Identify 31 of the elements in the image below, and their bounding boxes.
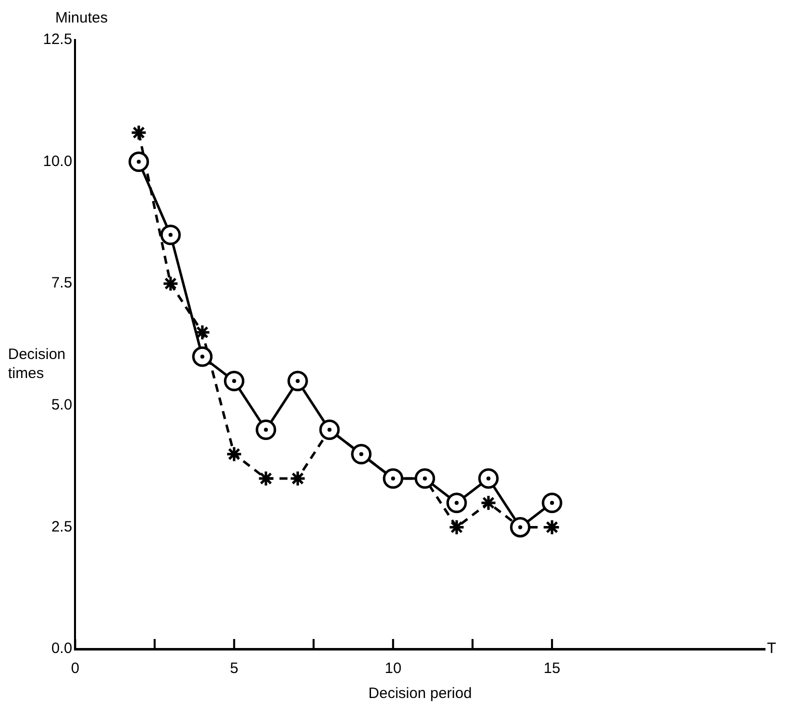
- point: [446, 492, 467, 514]
- x-tick-label: 15: [544, 660, 560, 678]
- point: [287, 370, 308, 392]
- point: [226, 446, 242, 462]
- point: [192, 346, 213, 367]
- point: [128, 152, 150, 172]
- point: [258, 470, 274, 487]
- point: [130, 124, 148, 141]
- point: [542, 492, 562, 514]
- point: [448, 518, 465, 536]
- y-tick-label: 12.5: [42, 31, 72, 48]
- point: [480, 494, 497, 512]
- y-tick-label: 7.5: [51, 274, 72, 292]
- y-tick-label: 10.0: [42, 152, 72, 170]
- x-tick-label: 5: [230, 660, 238, 678]
- x-tick-label: 10: [384, 660, 402, 678]
- y-tick-label: 2.5: [51, 518, 72, 536]
- point: [478, 468, 499, 489]
- x-tick-label: 0: [71, 660, 80, 678]
- point: [224, 370, 244, 392]
- point: [256, 420, 276, 440]
- x-axis-title: Decision period: [368, 685, 472, 702]
- point: [162, 275, 179, 292]
- y-tick-label: 0.0: [51, 640, 72, 658]
- y-tick-label: 5.0: [51, 396, 72, 414]
- point: [319, 420, 340, 440]
- point: [289, 470, 306, 487]
- point: [160, 224, 181, 246]
- text: T: [767, 640, 776, 658]
- text: Minutes: [55, 10, 108, 27]
- y-axis-title: Decision times: [8, 345, 67, 383]
